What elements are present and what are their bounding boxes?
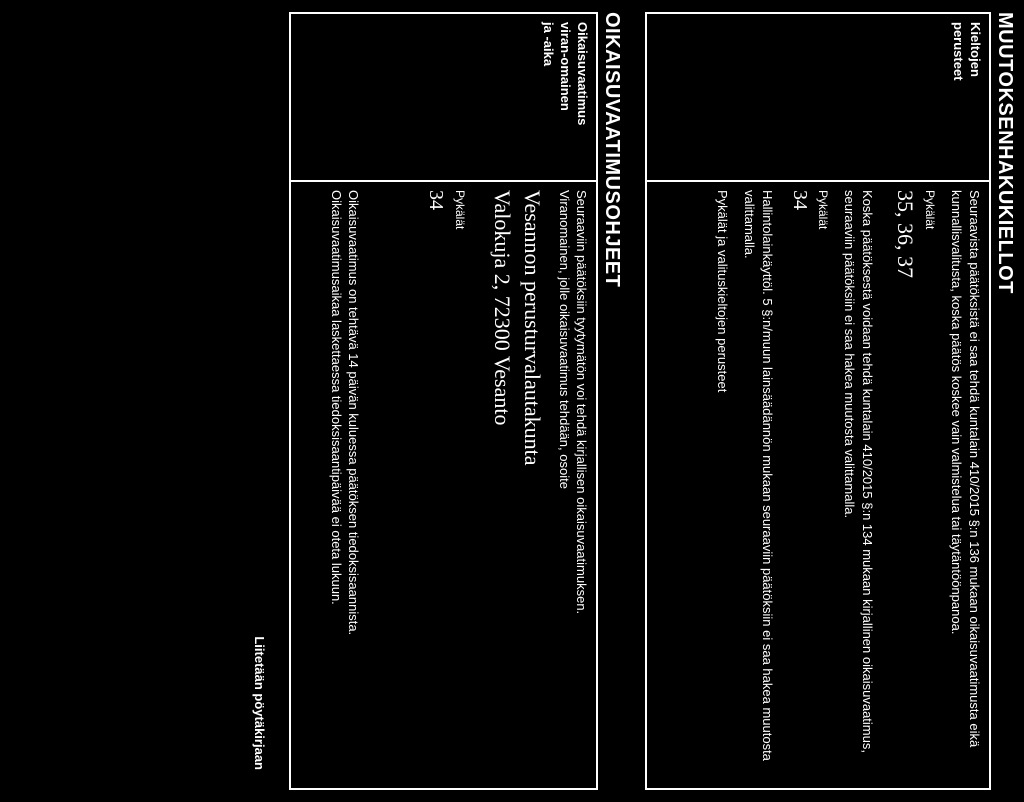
paragraph: Seuraaviin päätöksiin tyytymätön voi teh… <box>573 190 591 780</box>
left-line: Kieltojen <box>966 22 983 172</box>
footer-text: Liitetään pöytäkirjaan <box>252 12 267 790</box>
pykalat-label: Pykälät <box>815 190 831 780</box>
table-kiellot: Kieltojen perusteet Seuraavista päätöksi… <box>645 12 991 790</box>
paragraph: Pykälät ja valituskieltojen perusteet <box>713 190 731 780</box>
cell-kieltojen-perusteet-label: Kieltojen perusteet <box>646 13 990 181</box>
left-line: perusteet <box>949 22 966 172</box>
paragraph: Koska päätöksestä voidaan tehdä kuntalai… <box>841 190 876 780</box>
left-line: Oikaisuvaatimus <box>573 22 590 172</box>
left-line: ja -aika <box>539 22 556 172</box>
cell-oikaisu-body: Seuraaviin päätöksiin tyytymätön voi teh… <box>290 181 597 789</box>
table-oikaisu: Oikaisuvaatimus viran-omainen ja -aika S… <box>289 12 598 790</box>
address-line: Valokuja 2, 72300 Vesanto <box>488 190 518 780</box>
paragraph: Hallintolainkäyttöl. 5 §:n/muun lainsääd… <box>741 190 776 780</box>
pykalat-handwritten: 34 <box>422 190 449 780</box>
section-heading-muutoksenhakukiellot: MUUTOKSENHAKUKIELLOT <box>993 12 1016 790</box>
paragraph: Oikaisuvaatimusaikaa laskettaessa tiedok… <box>327 190 345 780</box>
cell-oikaisu-label: Oikaisuvaatimus viran-omainen ja -aika <box>290 13 597 181</box>
left-line: viran-omainen <box>556 22 573 172</box>
pykalat-label: Pykälät <box>922 190 938 780</box>
address-line: Vesannon perusturvalautakunta <box>517 190 547 780</box>
paragraph: Oikaisuvaatimus on tehtävä 14 päivän kul… <box>345 190 363 780</box>
cell-kieltojen-perusteet-body: Seuraavista päätöksistä ei saa tehdä kun… <box>646 181 990 789</box>
pykalat-label: Pykälät <box>451 190 467 780</box>
paragraph: Seuraavista päätöksistä ei saa tehdä kun… <box>948 190 983 780</box>
paragraph: Viranomainen, jolle oikaisuvaatimus tehd… <box>555 190 573 780</box>
pykalat-handwritten: 34 <box>786 190 813 780</box>
pykalat-handwritten: 35, 36, 37 <box>890 190 920 780</box>
section-heading-oikaisuvaatimusohjeet: OIKAISUVAATIMUSOHJEET <box>600 12 623 790</box>
